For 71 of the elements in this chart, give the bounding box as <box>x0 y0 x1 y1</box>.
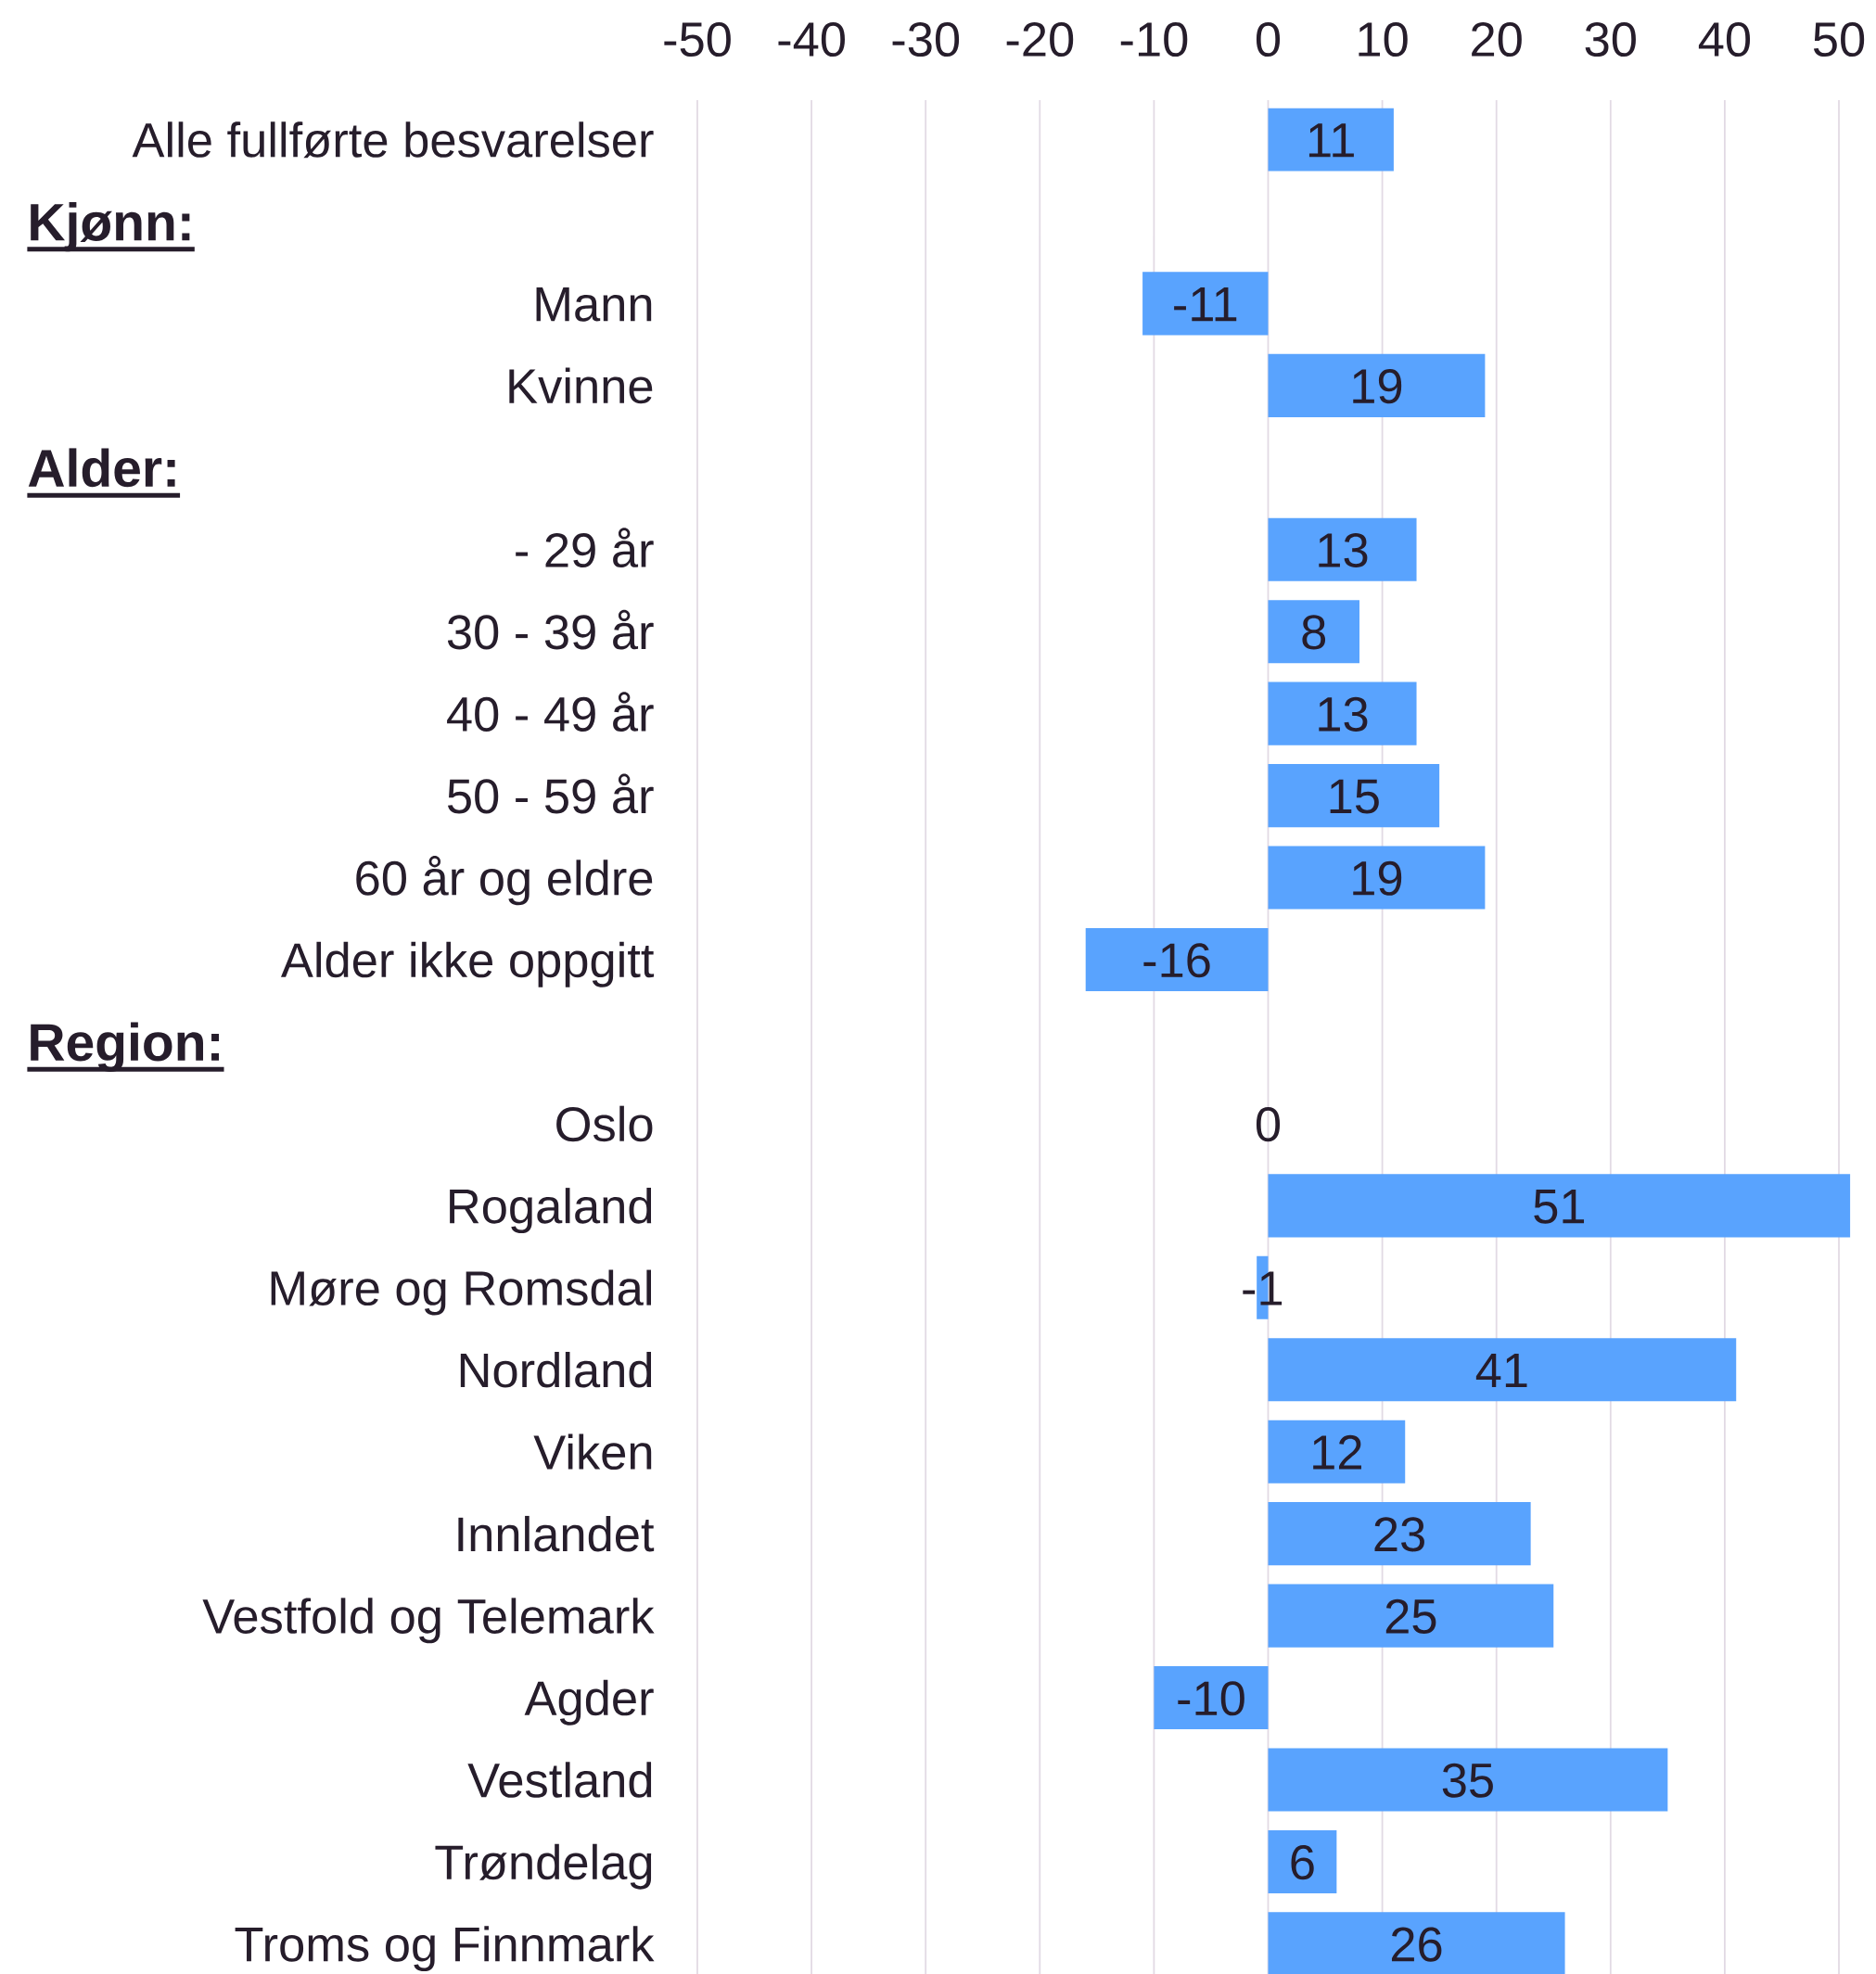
bar <box>1268 1502 1531 1566</box>
x-tick-label: 20 <box>1472 21 1522 57</box>
x-tick-label: 0 <box>1256 21 1281 57</box>
data-label: 51 <box>1534 1190 1585 1224</box>
y-tick-label: Mann <box>536 287 652 322</box>
y-tick-label: Vestland <box>467 1762 652 1798</box>
bar <box>1268 1912 1565 1974</box>
bar <box>1142 272 1269 336</box>
x-tick-label: -40 <box>778 21 845 57</box>
x-tick-label: -30 <box>892 21 960 57</box>
bar <box>1268 353 1486 417</box>
data-label: 23 <box>1374 1517 1424 1552</box>
text: Region: <box>31 1022 220 1072</box>
bar <box>1268 517 1417 581</box>
data-label: 0 <box>1256 1107 1281 1142</box>
data-label: 8 <box>1302 615 1326 650</box>
bar <box>1268 681 1417 745</box>
data-label: 19 <box>1353 860 1402 896</box>
text: Kjønn: <box>31 202 190 252</box>
y-tick-label: Oslo <box>556 1105 653 1142</box>
x-tick-label: -20 <box>1006 21 1074 57</box>
bar <box>1268 764 1440 828</box>
y-tick-label: 40 - 49 år <box>447 692 654 732</box>
y-tick-label: - 29 år <box>516 528 654 568</box>
bar <box>1268 1829 1337 1894</box>
data-label: 13 <box>1319 696 1368 732</box>
data-label: 15 <box>1330 779 1379 814</box>
data-label: 19 <box>1353 369 1402 404</box>
y-tick-label: Viken <box>533 1433 652 1471</box>
y-tick-label: 60 år og eldre <box>356 856 653 906</box>
data-label: 41 <box>1475 1353 1527 1388</box>
data-label: -11 <box>1174 287 1237 322</box>
data-label: 11 <box>1308 123 1354 158</box>
y-tick-label: Agder <box>524 1679 654 1726</box>
bar <box>1268 600 1359 664</box>
y-tick-label: Møre og Romsdal <box>271 1269 651 1316</box>
bar <box>1154 1666 1269 1730</box>
data-label: -10 <box>1178 1681 1244 1716</box>
text: Alder: <box>28 448 175 488</box>
bar <box>1268 1338 1737 1402</box>
bar <box>1268 1584 1554 1648</box>
x-tick-label: 40 <box>1698 21 1751 57</box>
data-label: 13 <box>1319 532 1368 568</box>
y-tick-label: Alle fullførte besvarelser <box>132 121 654 159</box>
bar <box>1268 1174 1851 1238</box>
y-tick-label: 30 - 39 år <box>447 609 654 650</box>
y-tick-label: Vestfold og Telemark <box>202 1598 655 1644</box>
y-tick-label: Innlandet <box>458 1515 655 1552</box>
y-tick-label: Alder ikke oppgitt <box>280 941 655 987</box>
y-tick-label: Troms og Finnmark <box>235 1926 655 1972</box>
data-label: -16 <box>1143 943 1210 978</box>
data-label: 12 <box>1313 1434 1361 1470</box>
data-label: 26 <box>1391 1927 1442 1962</box>
x-tick-label: 50 <box>1813 21 1865 57</box>
data-label: 35 <box>1442 1763 1493 1798</box>
x-tick-label: -50 <box>664 21 731 57</box>
bar <box>1268 1748 1668 1812</box>
data-label: 25 <box>1385 1598 1436 1634</box>
y-tick-label: Kvinne <box>509 367 653 404</box>
y-tick-label: Trøndelag <box>435 1843 652 1890</box>
y-tick-label: 50 - 59 år <box>447 773 654 814</box>
bar <box>1268 846 1486 910</box>
bar <box>1268 1420 1406 1484</box>
x-tick-label: 10 <box>1359 21 1408 57</box>
bar <box>1085 927 1269 992</box>
x-tick-label: -10 <box>1120 21 1188 57</box>
y-tick-label: Rogaland <box>450 1188 652 1234</box>
data-label: 6 <box>1291 1845 1314 1880</box>
y-tick-label: Nordland <box>460 1352 652 1388</box>
bar <box>1268 108 1394 172</box>
x-tick-label: 30 <box>1585 21 1636 57</box>
